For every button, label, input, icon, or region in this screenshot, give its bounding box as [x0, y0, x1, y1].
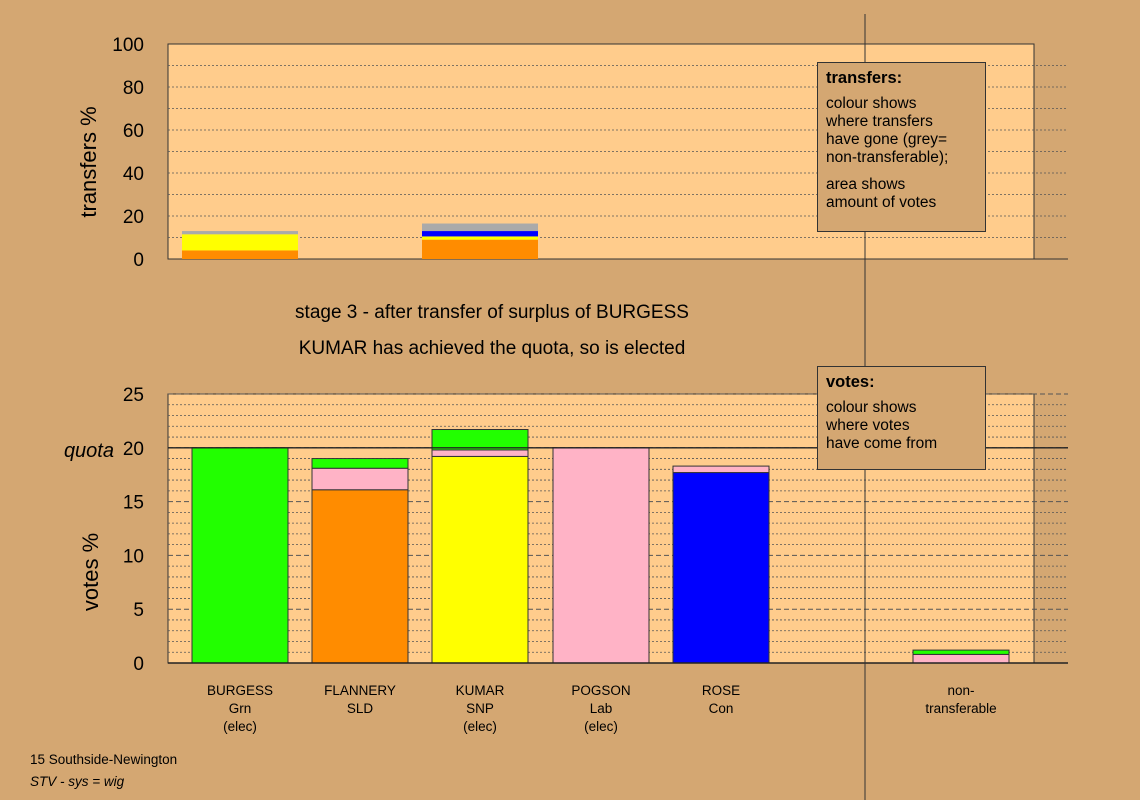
- votes-legend-line: where votes: [826, 417, 910, 434]
- y-tick-label: 0: [133, 654, 144, 675]
- y-tick-label: 40: [123, 164, 144, 185]
- transfers-y-ticks: 0 20 40 60 80 100: [112, 35, 144, 271]
- transfers-legend-line: where transfers: [826, 113, 933, 130]
- transfers-legend: transfers: colour shows where transfers …: [817, 62, 986, 232]
- category-label: non-: [947, 683, 974, 698]
- transfers-legend-line: area shows: [826, 176, 906, 193]
- vote-segment: [311, 467, 409, 491]
- y-tick-label: 80: [123, 78, 144, 99]
- vote-segment: [311, 489, 409, 664]
- votes-legend-line: colour shows: [826, 399, 917, 416]
- category-label: Con: [709, 701, 734, 716]
- transfer-segment: [182, 250, 298, 259]
- category-label: (elec): [223, 719, 257, 734]
- transfer-segment: [422, 236, 538, 240]
- stage-caption: stage 3 - after transfer of surplus of B…: [295, 302, 689, 323]
- votes-y-axis-label: votes %: [78, 533, 103, 611]
- category-label: SLD: [347, 701, 374, 716]
- category-label: Grn: [229, 701, 252, 716]
- transfer-segment: [182, 231, 298, 235]
- transfers-bars: [182, 223, 538, 259]
- transfers-legend-line: colour shows: [826, 95, 917, 112]
- votes-legend: votes: colour shows where votes have com…: [817, 366, 986, 470]
- category-label: SNP: [466, 701, 494, 716]
- y-tick-label: 100: [112, 35, 144, 56]
- system-label: STV - sys = wig: [30, 774, 125, 789]
- category-label: (elec): [463, 719, 497, 734]
- vote-segment: [672, 465, 770, 474]
- y-tick-label: 15: [123, 493, 144, 514]
- votes-legend-line: have come from: [826, 435, 938, 452]
- votes-legend-title: votes:: [826, 373, 875, 391]
- transfers-legend-line: amount of votes: [826, 194, 937, 211]
- quota-label: quota: [64, 440, 114, 462]
- vote-segment: [912, 649, 1010, 655]
- transfers-legend-line: non-transferable);: [826, 149, 949, 166]
- category-label: (elec): [584, 719, 618, 734]
- y-tick-label: 10: [123, 546, 144, 567]
- transfers-legend-line: have gone (grey=: [826, 131, 948, 148]
- category-label: FLANNERY: [324, 683, 396, 698]
- transfer-segment: [422, 223, 538, 232]
- y-tick-label: 0: [133, 250, 144, 271]
- category-label: Lab: [590, 701, 613, 716]
- votes-y-ticks: 0 5 10 15 20 25: [123, 385, 144, 675]
- transfer-segment: [182, 234, 298, 251]
- vote-segment: [431, 429, 529, 451]
- vote-segment: [912, 653, 1010, 664]
- y-tick-label: 25: [123, 385, 144, 406]
- vote-segment: [431, 455, 529, 664]
- votes-bars: [168, 429, 1068, 664]
- category-label: KUMAR: [456, 683, 505, 698]
- y-tick-label: 60: [123, 121, 144, 142]
- y-tick-label: 20: [123, 207, 144, 228]
- y-tick-label: 20: [123, 439, 144, 460]
- transfers-legend-title: transfers:: [826, 69, 903, 87]
- category-label: BURGESS: [207, 683, 273, 698]
- category-label: transferable: [925, 701, 996, 716]
- transfer-segment: [422, 239, 538, 259]
- vote-segment: [431, 449, 529, 457]
- y-tick-label: 5: [133, 600, 144, 621]
- vote-segment: [552, 447, 650, 664]
- transfer-segment: [422, 231, 538, 237]
- category-label: POGSON: [571, 683, 630, 698]
- votes-category-labels: BURGESS Grn (elec) FLANNERY SLD KUMAR SNP (elec…: [207, 683, 997, 734]
- vote-segment: [311, 458, 409, 469]
- elected-caption: KUMAR has achieved the quota, so is elec…: [299, 338, 686, 359]
- vote-segment: [191, 447, 289, 664]
- vote-segment: [672, 472, 770, 664]
- category-label: ROSE: [702, 683, 740, 698]
- constituency-label: 15 Southside-Newington: [30, 752, 178, 767]
- transfers-y-axis-label: transfers %: [76, 106, 101, 217]
